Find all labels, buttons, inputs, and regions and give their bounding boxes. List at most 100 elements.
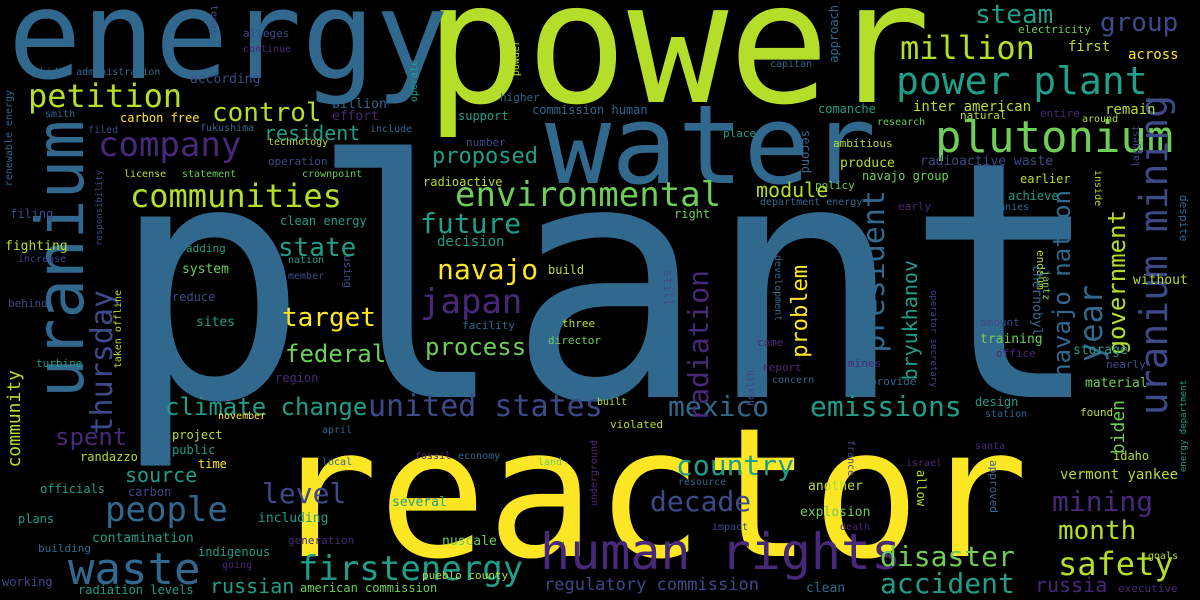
word-small: include [370, 124, 413, 135]
word-small: reduce [172, 290, 216, 304]
word-small: clean [806, 581, 846, 596]
word-small: regulatory commission [544, 575, 759, 595]
word-small: office [996, 347, 1036, 360]
word-small: member [288, 271, 325, 282]
word-small: capitan [770, 59, 813, 70]
word-small: director [548, 334, 601, 347]
word-small: alleges [243, 27, 290, 40]
word-small: department energy [760, 197, 863, 208]
word-united-states: united states [368, 389, 603, 424]
word-small: according [190, 72, 261, 87]
word-spent: spent [55, 423, 128, 451]
word-small: executive [1118, 582, 1178, 595]
word-small: israel [906, 458, 943, 469]
word-small: around [1082, 114, 1119, 125]
word-small: remain [1105, 102, 1156, 118]
word-power-plant: power plant [896, 59, 1148, 103]
word-safety: safety [1058, 545, 1174, 583]
word-people: people [105, 490, 228, 530]
word-level: level [262, 477, 347, 510]
word-small: found [1080, 406, 1114, 419]
word-small: indigenous [198, 545, 271, 559]
word-small: public [172, 443, 216, 457]
word-small: nearly [1106, 358, 1146, 371]
word-small: training [980, 332, 1043, 347]
word-small: station [985, 409, 1028, 420]
word-small: operator secretary [928, 290, 938, 388]
word-reactor: reactor [270, 390, 1029, 599]
word-mexico: mexico [668, 390, 770, 423]
word-steam: steam [975, 0, 1054, 30]
word-small: operation [268, 155, 328, 168]
word-small: filed [88, 125, 119, 136]
word-control: control [212, 98, 322, 128]
word-small: officials [40, 482, 106, 496]
word-small: earlier [1020, 172, 1071, 186]
word-small: biden administration [40, 67, 161, 78]
word-plant: plant [110, 91, 1104, 475]
word-small: second [799, 130, 813, 174]
word-small: billion [332, 97, 387, 112]
word-small: carbon free [120, 111, 200, 125]
word-bryukhanov: bryukhanov [898, 260, 922, 381]
word-small: building [38, 542, 91, 555]
word-small: chernobyl [1029, 265, 1044, 336]
word-navajo-nation: navajo nation [1048, 190, 1076, 378]
word-small: commission human [532, 103, 648, 117]
word-small: decision [437, 234, 505, 250]
word-small: approved [987, 460, 1000, 513]
word-president: president [857, 190, 892, 353]
word-small: higher [500, 91, 540, 104]
word-small: goals [1148, 551, 1179, 562]
word-small: radioactive waste [920, 154, 1054, 169]
word-small: continue [243, 44, 292, 55]
word-small: including [258, 511, 329, 526]
word-climate-change: climate change [165, 393, 368, 421]
word-community: community [4, 370, 25, 468]
word-small: adding [186, 242, 226, 255]
word-navajo: navajo [437, 253, 539, 286]
word-federal: federal [285, 340, 387, 368]
word-company: company [98, 125, 242, 165]
word-small: powder [511, 40, 522, 77]
word-small: support [458, 109, 509, 123]
word-problem: problem [788, 265, 813, 358]
word-small: entire [1040, 107, 1080, 120]
word-small: still [661, 270, 675, 307]
word-small: increase [18, 254, 67, 265]
word-small: facility [462, 319, 515, 332]
word-small: technology [268, 137, 329, 148]
word-small: concern [772, 375, 815, 386]
word-small: ambitious [833, 137, 893, 150]
word-small: storage [1073, 343, 1128, 358]
word-small: crownpoint [302, 169, 363, 180]
word-small: largest [1131, 125, 1142, 168]
word-small: plans [18, 512, 55, 526]
word-plutonium: plutonium [935, 112, 1174, 163]
word-small: build [548, 263, 585, 277]
word-resident: resident [264, 121, 361, 145]
word-million: million [900, 29, 1035, 67]
word-small: clean energy [280, 214, 367, 228]
word-small: natural [960, 109, 1007, 122]
word-country: country [676, 449, 795, 482]
word-small: taken offline [113, 290, 124, 369]
word-small: energy department [1179, 380, 1189, 473]
word-small: resource [678, 477, 727, 488]
word-decade: decade [650, 485, 752, 518]
word-small: death [840, 522, 871, 533]
word-radiation: radiation [682, 270, 715, 422]
word-small: violated [610, 418, 663, 431]
word-power: power [425, 0, 931, 142]
word-small: smith [45, 109, 76, 120]
word-small: explosion [800, 505, 871, 520]
word-small: santa [975, 441, 1006, 452]
word-small: navajo group [862, 169, 949, 183]
word-small: right [674, 207, 711, 221]
word-small: underground [589, 440, 600, 507]
word-small: approach [827, 5, 841, 63]
word-small: renewable energy [4, 90, 15, 187]
word-small: vermont yankee [1060, 467, 1179, 483]
word-small: randazzo [80, 450, 138, 464]
word-small: november [218, 411, 267, 422]
